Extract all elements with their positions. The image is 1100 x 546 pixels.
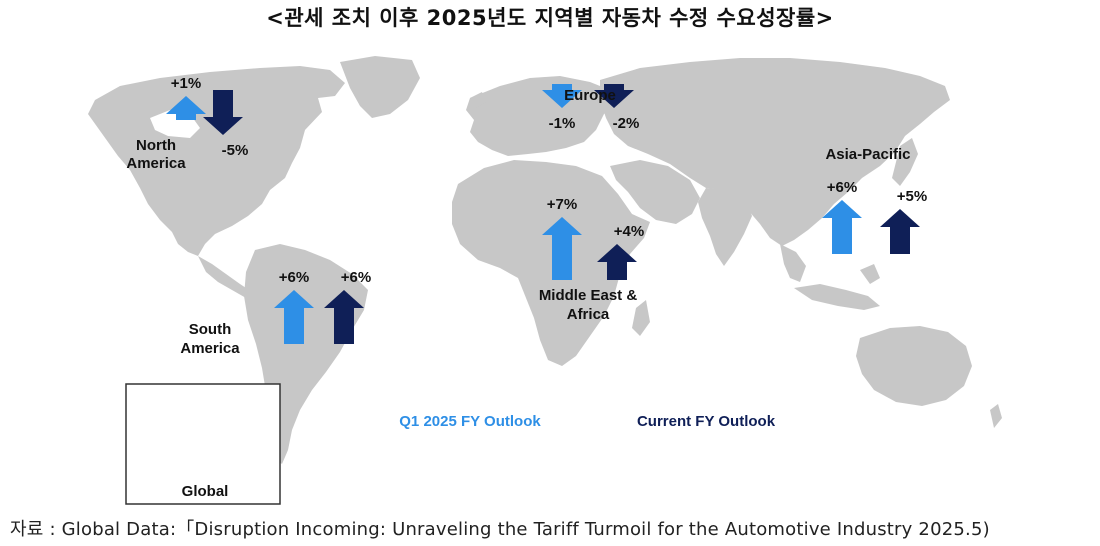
arrow-current-mea: [597, 244, 637, 280]
region-label-mea-line1: Middle East &: [539, 287, 638, 304]
arrow-current-europe: [594, 84, 634, 108]
arrow-q1-mea: [542, 217, 582, 280]
value-label-q1-asia-pacific: +6%: [827, 179, 857, 196]
arrow-q1-asia-pacific: [822, 200, 862, 254]
value-label-current-north-america: -5%: [222, 142, 249, 159]
arrow-current-south-america: [324, 290, 364, 344]
region-label-south-america-line1: South: [189, 321, 232, 338]
region-label-north-america-line1: North: [136, 137, 176, 154]
value-label-current-south-america: +6%: [341, 269, 371, 286]
arrow-current-north-america: [203, 90, 243, 135]
world-map-land: [88, 56, 1002, 464]
value-label-current-asia-pacific: +5%: [897, 188, 927, 205]
arrow-current-asia-pacific: [880, 209, 920, 254]
value-label-q1-north-america: +1%: [171, 75, 201, 92]
world-map-chart: +1%-5%+6%+6%-1%-2%+7%+4%+6%+5%+3%+1% Nor…: [88, 56, 1002, 505]
region-label-south-america-line2: America: [180, 340, 240, 357]
value-label-q1-mea: +7%: [547, 196, 577, 213]
source-note: 자료 : Global Data:「Disruption Incoming: U…: [10, 519, 990, 540]
region-label-asia-pacific: Asia-Pacific: [825, 146, 910, 163]
legend-current: Current FY Outlook: [637, 413, 776, 430]
global-box: [125, 383, 281, 505]
region-label-global: Global: [182, 483, 229, 500]
region-label-europe: Europe: [564, 87, 616, 104]
arrow-q1-north-america: [166, 96, 206, 120]
legend-q1: Q1 2025 FY Outlook: [399, 413, 541, 430]
region-label-mea-line2: Africa: [567, 306, 610, 323]
chart-title: <관세 조치 이후 2025년도 지역별 자동차 수정 수요성장률>: [266, 6, 834, 30]
value-label-q1-europe: -1%: [549, 115, 576, 132]
arrow-q1-south-america: [274, 290, 314, 344]
value-label-q1-south-america: +6%: [279, 269, 309, 286]
value-label-current-europe: -2%: [613, 115, 640, 132]
region-label-north-america-line2: America: [126, 155, 186, 172]
arrow-q1-europe: [542, 84, 582, 108]
value-label-current-mea: +4%: [614, 223, 644, 240]
